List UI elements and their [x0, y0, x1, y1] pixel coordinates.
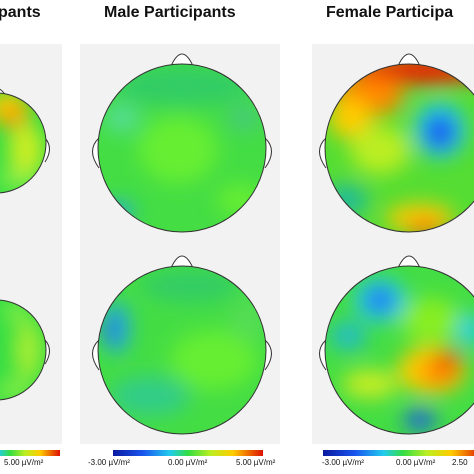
nose-icon [170, 53, 194, 67]
ear-icon [92, 137, 100, 169]
ear-icon [92, 339, 100, 371]
female-bottom-head [319, 255, 474, 435]
male-colorbar-min-label: -3.00 µV/m² [88, 458, 130, 467]
ear-icon [264, 339, 272, 371]
nose-icon [170, 255, 194, 269]
left-colorbar-max-label: 5.00 µV/m² [4, 458, 44, 467]
nose-icon [397, 255, 421, 269]
female-colorbar-min-label: -3.00 µV/m² [322, 458, 364, 467]
female-colorbar-max-label: 2.50 [452, 458, 468, 467]
female-participants-title: Female Participa [326, 4, 454, 21]
male-bottom-head [92, 255, 272, 435]
female-colorbar [323, 450, 474, 456]
ear-icon [319, 339, 327, 371]
male-participants-title: Male Participants [104, 4, 236, 21]
left-top-head [0, 88, 50, 194]
male-colorbar-max-label: 5.00 µV/m² [236, 458, 276, 467]
female-top-head [319, 53, 474, 233]
left-bottom-head [0, 299, 50, 401]
female-colorbar-mid-label: 0.00 µV/m² [396, 458, 436, 467]
male-colorbar-mid-label: 0.00 µV/m² [168, 458, 208, 467]
left-colorbar [0, 450, 60, 456]
left-title: pants [0, 4, 41, 21]
nose-icon [397, 53, 421, 67]
ear-icon [264, 137, 272, 169]
male-top-head [92, 53, 272, 233]
male-colorbar [113, 450, 263, 456]
ear-icon [319, 137, 327, 169]
